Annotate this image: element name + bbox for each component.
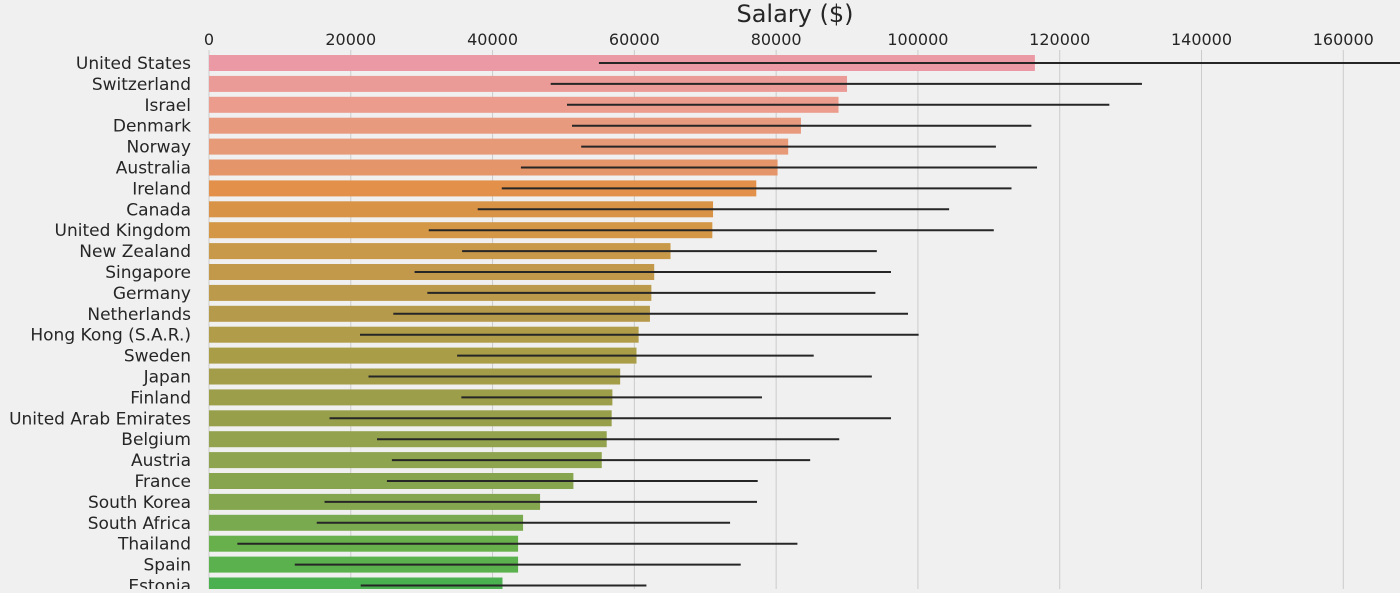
category-label-10: Singapore: [105, 263, 191, 283]
x-tick-label-6: 120000: [1029, 30, 1090, 49]
category-label-9: New Zealand: [79, 242, 191, 262]
bar-14: [209, 347, 637, 364]
category-label-25: Estonia: [128, 577, 191, 590]
error-bars: [237, 62, 1400, 587]
bar-16: [209, 389, 613, 406]
x-tick-label-3: 60000: [609, 30, 660, 49]
category-label-22: South Africa: [88, 514, 191, 534]
category-label-1: Switzerland: [92, 75, 191, 95]
category-label-6: Ireland: [132, 179, 191, 199]
category-label-17: United Arab Emirates: [9, 409, 191, 429]
category-label-12: Netherlands: [87, 305, 191, 325]
category-label-20: France: [134, 472, 191, 492]
category-label-19: Austria: [131, 451, 191, 471]
chart-title: Salary ($): [736, 0, 853, 28]
category-label-7: Canada: [126, 200, 191, 220]
bar-1: [209, 75, 848, 92]
x-tick-label-5: 100000: [887, 30, 948, 49]
bar-4: [209, 138, 789, 155]
x-tick-label-4: 80000: [751, 30, 802, 49]
category-label-23: Thailand: [117, 535, 191, 555]
bar-5: [209, 159, 778, 176]
category-label-13: Hong Kong (S.A.R.): [30, 326, 191, 346]
x-tick-labels: 0 20000 40000 60000 80000 100000 120000 140000 1…: [204, 30, 1374, 49]
x-tick-label-7: 140000: [1171, 30, 1232, 49]
bar-7: [209, 201, 714, 218]
x-tick-label-8: 160000: [1313, 30, 1374, 49]
category-label-2: Israel: [145, 96, 191, 116]
category-label-24: Spain: [144, 556, 192, 576]
bar-3: [209, 117, 801, 134]
category-label-18: Belgium: [121, 430, 191, 450]
category-label-3: Denmark: [113, 117, 191, 137]
bar-2: [209, 96, 839, 113]
category-label-14: Sweden: [124, 347, 191, 367]
category-label-8: United Kingdom: [55, 221, 191, 241]
x-tick-label-0: 0: [204, 30, 214, 49]
bar-6: [209, 180, 757, 197]
category-label-5: Australia: [116, 159, 191, 179]
x-tick-label-2: 40000: [467, 30, 518, 49]
category-label-4: Norway: [127, 138, 192, 158]
category-label-11: Germany: [113, 284, 191, 304]
category-label-0: United States: [76, 54, 191, 74]
category-label-15: Japan: [143, 368, 191, 388]
x-tick-label-1: 20000: [325, 30, 376, 49]
category-label-16: Finland: [130, 388, 191, 408]
category-label-21: South Korea: [88, 493, 191, 513]
category-labels: United StatesSwitzerlandIsraelDenmarkNor…: [9, 54, 192, 593]
bar-9: [209, 243, 671, 260]
bars: [209, 55, 1035, 593]
bar-25: [209, 577, 503, 593]
